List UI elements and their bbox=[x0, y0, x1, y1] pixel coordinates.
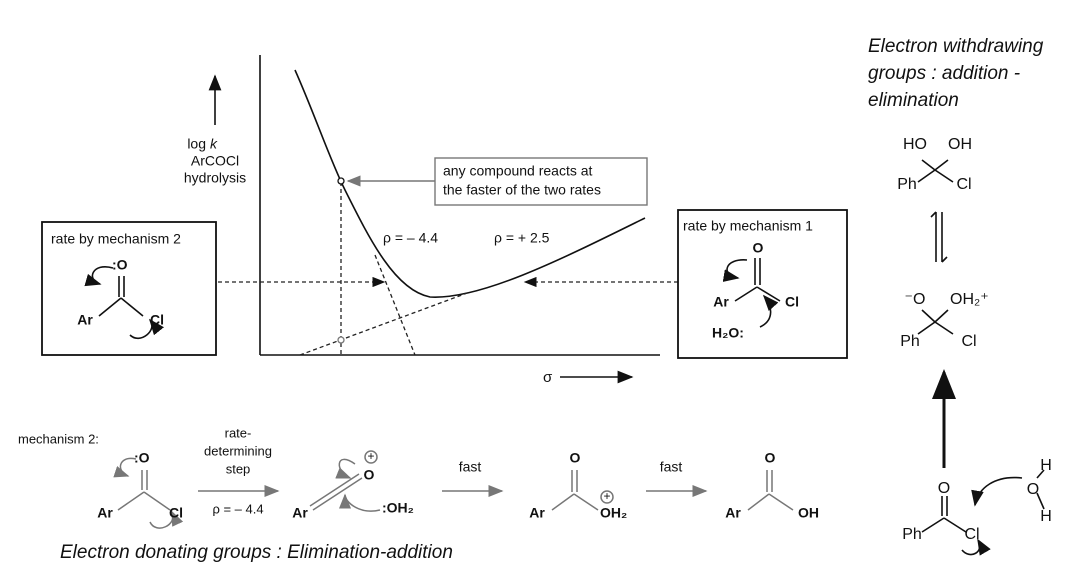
atom: Cl bbox=[956, 176, 971, 193]
arrow-label: fast bbox=[660, 459, 683, 475]
atom: :O bbox=[112, 257, 128, 273]
arrow-label: determining bbox=[204, 443, 272, 458]
atom: Ar bbox=[97, 505, 113, 521]
rho-label: ρ = – 4.4 bbox=[212, 501, 263, 516]
graph bbox=[41, 55, 848, 384]
atom: ⁻O bbox=[905, 291, 926, 308]
atom: Ar bbox=[529, 505, 545, 521]
atom: :O bbox=[134, 450, 150, 466]
mechanism-2-line bbox=[374, 254, 416, 356]
atom: O bbox=[570, 450, 581, 466]
heading: elimination bbox=[868, 90, 959, 111]
caption: Electron donating groups : Elimination-a… bbox=[60, 542, 453, 563]
atom: OH₂⁺ bbox=[950, 291, 989, 308]
atom: H bbox=[1040, 508, 1052, 525]
heading: groups : addition - bbox=[868, 63, 1020, 84]
charge: + bbox=[367, 449, 374, 463]
mechanism-1-line bbox=[299, 291, 471, 356]
y-label-reaction: hydrolysis bbox=[184, 170, 246, 186]
slow-point bbox=[337, 336, 345, 344]
heading: Electron withdrawing bbox=[868, 36, 1044, 57]
atom: Ar bbox=[292, 505, 308, 521]
atom: O bbox=[938, 480, 950, 497]
structures bbox=[84, 159, 1045, 556]
callout-text: any compound reacts at bbox=[443, 163, 593, 179]
atom: HO bbox=[903, 136, 927, 153]
mechanism-1-box bbox=[677, 209, 848, 359]
atom: Cl bbox=[964, 526, 979, 543]
y-label-log: log bbox=[187, 136, 206, 152]
arrow-label: rate- bbox=[225, 425, 252, 440]
mechanism-2-box bbox=[41, 221, 217, 356]
callout-box bbox=[434, 157, 648, 206]
box-title: rate by mechanism 2 bbox=[51, 231, 181, 247]
arrow-label: step bbox=[226, 461, 251, 476]
fast-point bbox=[337, 177, 345, 185]
atom: Ar bbox=[725, 505, 741, 521]
atom: Cl bbox=[150, 312, 164, 328]
box-title: rate by mechanism 1 bbox=[683, 218, 813, 234]
y-label-compound: ArCOCl bbox=[191, 153, 239, 169]
atom: Ph bbox=[902, 526, 922, 543]
rho-label: ρ = – 4.4 bbox=[383, 230, 438, 246]
atom: O bbox=[753, 240, 764, 256]
charge: + bbox=[603, 489, 610, 503]
rate-curve bbox=[294, 69, 646, 298]
x-axis-label: σ bbox=[543, 369, 553, 386]
atom: O bbox=[364, 467, 375, 483]
atom: Ar bbox=[77, 312, 93, 328]
atom: :OH₂ bbox=[382, 500, 414, 516]
atom: OH bbox=[948, 136, 972, 153]
atom: Cl bbox=[785, 294, 799, 310]
arrow-label: fast bbox=[459, 459, 482, 475]
atom: H bbox=[1040, 457, 1052, 474]
atom: H₂O: bbox=[712, 325, 744, 341]
atom: Cl bbox=[169, 505, 183, 521]
atom: O bbox=[1027, 481, 1039, 498]
atom: O bbox=[765, 450, 776, 466]
atom: OH bbox=[798, 505, 819, 521]
atom: Ph bbox=[900, 333, 920, 350]
callout-text: the faster of the two rates bbox=[443, 182, 601, 198]
y-label-k: k bbox=[210, 136, 218, 152]
atom: Cl bbox=[961, 333, 976, 350]
atom: OH₂ bbox=[600, 505, 627, 521]
atom: Ph bbox=[897, 176, 917, 193]
atom: Ar bbox=[713, 294, 729, 310]
rho-label: ρ = + 2.5 bbox=[494, 230, 550, 246]
scheme-label: mechanism 2: bbox=[18, 431, 99, 446]
